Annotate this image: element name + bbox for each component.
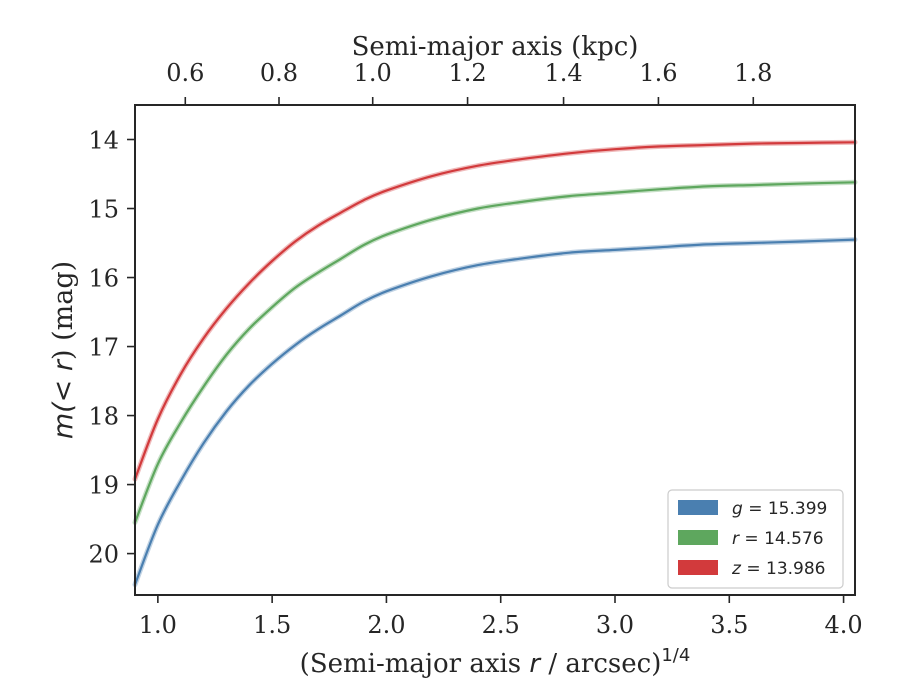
top-tick-label: 1.4 [544,59,582,87]
y-tick-label: 20 [88,541,119,569]
top-tick-label: 1.2 [448,59,486,87]
x-tick-label: 2.0 [367,611,405,639]
x-axis-title: (Semi-major axis r / arcsec)1/4 [300,645,691,679]
ticks-layer: 1.0 1.5 2.0 2.5 3.0 3.5 4.0 14 15 16 17 18 19 20 0.6 0.… [88,59,862,639]
x-tick-label: 3.5 [710,611,748,639]
x-axis-title-variable: r [529,649,542,679]
y-tick-label: 15 [88,196,119,224]
legend-equals: = [739,529,764,549]
y-tick-label: 14 [88,127,119,155]
legend-equals: = [741,559,766,579]
y-tick-label: 18 [88,403,119,431]
y-axis-title-suffix: ) (mag) [48,261,79,360]
legend-band-value: 15.399 [768,499,827,519]
top-tick-label: 1.0 [354,59,392,87]
x-tick-label: 4.0 [824,611,862,639]
legend-label-g: g = 15.399 [732,499,827,519]
legend-equals: = [743,499,768,519]
legend-band-name: z [731,559,742,579]
x-tick-label: 2.5 [482,611,520,639]
series-g-line [133,238,857,586]
top-axis-title: Semi-major axis (kpc) [352,32,639,62]
x-axis-title-suffix: / arcsec) [540,649,661,679]
y-axis-title-prefix: m( [48,401,79,439]
top-tick-label: 1.8 [734,59,772,87]
legend-band-name: r [732,529,740,549]
legend-label-r: r = 14.576 [732,529,824,549]
legend: g = 15.399 r = 14.576 z = 13.986 [667,489,844,589]
x-tick-label: 1.5 [253,611,291,639]
series-r-band [132,179,858,525]
y-tick-label: 19 [88,472,119,500]
legend-swatch-g [678,500,718,515]
y-axis-title-variable: < r [48,358,79,402]
legend-swatch-r [678,530,718,545]
legend-swatch-z [678,560,718,575]
legend-label-z: z = 13.986 [731,559,825,579]
series-z-line [133,141,857,481]
legend-band-name: g [732,499,743,519]
top-tick-label: 1.6 [639,59,677,87]
series-z-band [132,139,858,482]
legend-band-value: 14.576 [764,529,823,549]
legend-band-value: 13.986 [766,559,825,579]
x-axis-title-exponent: 1/4 [661,645,690,666]
x-tick-label: 1.0 [139,611,177,639]
y-axis-title: m(< r) (mag) [48,261,79,439]
legend-items: g = 15.399 r = 14.576 z = 13.986 [678,499,827,579]
top-tick-label: 0.8 [260,59,298,87]
y-tick-label: 17 [88,334,119,362]
plot-frame [134,104,856,596]
x-axis-title-prefix: (Semi-major axis [300,649,530,679]
y-tick-label: 16 [88,265,119,293]
x-tick-label: 3.0 [596,611,634,639]
top-tick-label: 0.6 [166,59,204,87]
series-r-line [133,181,857,524]
curves-layer [132,139,858,588]
